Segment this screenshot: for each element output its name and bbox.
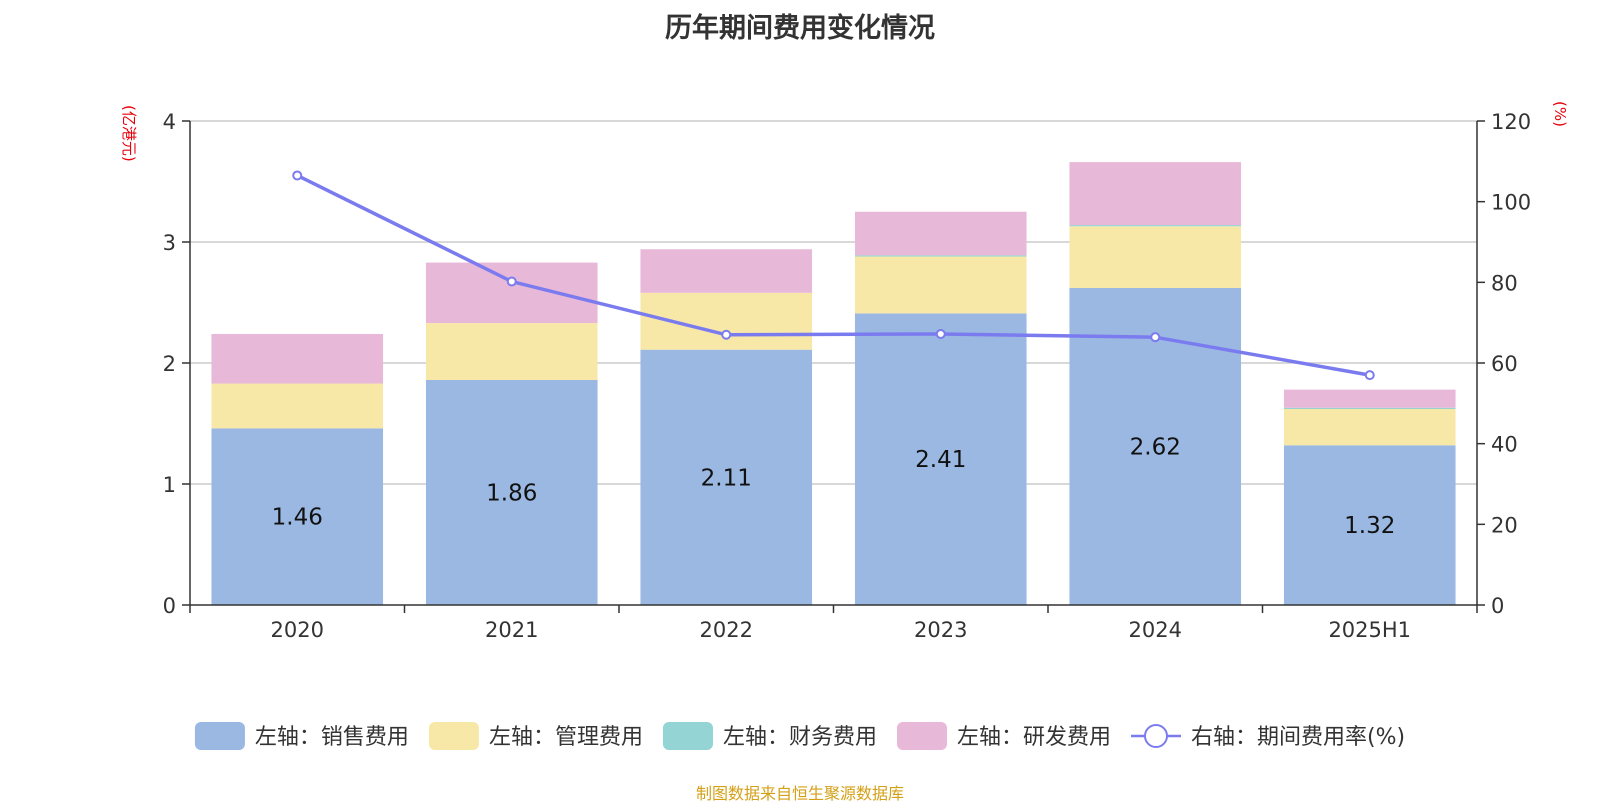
bar-3-2020 [211,333,384,384]
bar-0-2023 [854,313,1027,605]
y-right-tick-label-2: 40 [1491,433,1518,457]
y-right-tick-label-0: 0 [1491,594,1504,618]
line-point-2020 [292,170,303,181]
y-right-unit: (%) [1551,101,1569,127]
legend-label-1: 左轴：管理费用 [489,725,643,750]
bar-0-2025H1 [1283,445,1456,605]
bar-3-2021 [425,262,598,324]
x-tick-label-2025H1: 2025H1 [1328,618,1411,642]
y-right-tick-label-5: 100 [1491,191,1531,215]
line-series-rate [296,173,1371,377]
x-tick-label-2023: 2023 [914,618,967,642]
y-left-tick-label-4: 4 [163,110,176,134]
bar-label-2023: 2.41 [915,447,966,473]
bar-1-2024 [1069,226,1242,288]
bar-0-2021 [425,379,598,605]
line-point-2025H1 [1364,370,1375,381]
bar-3-2023 [854,211,1027,256]
x-tick-label-2022: 2022 [700,618,753,642]
legend-swatch-marker [1143,724,1168,748]
bar-3-2022 [640,249,813,293]
y-left-tick-label-1: 1 [163,473,176,497]
bar-label-2020: 1.46 [272,505,323,531]
bar-1-2021 [425,323,598,380]
bar-label-2022: 2.11 [701,465,752,491]
bar-label-2024: 2.62 [1130,434,1181,460]
bar-2-2025H1 [1283,407,1456,409]
legend-label-0: 左轴：销售费用 [255,725,409,750]
bar-0-2022 [640,349,813,605]
legend-label-3: 左轴：研发费用 [957,725,1111,750]
line-point-2024 [1150,332,1161,343]
bar-2-2023 [854,255,1027,257]
bar-1-2023 [854,256,1027,314]
line-point-2021 [506,276,517,287]
legend-label-4: 右轴：期间费用率(%) [1191,725,1405,750]
y-left-tick-label-3: 3 [163,231,176,255]
y-right-tick-label-3: 60 [1491,352,1518,376]
y-right-tick-label-1: 20 [1491,513,1518,537]
bar-1-2020 [211,383,384,429]
legend-swatch-1 [428,722,479,750]
bar-label-2025H1: 1.32 [1344,513,1395,539]
x-tick-label-2021: 2021 [485,618,538,642]
y-left-unit: (亿港元) [120,105,138,162]
legend-swatch-3 [896,722,947,750]
chart-title: 历年期间费用变化情况 [665,13,935,44]
y-right-tick-label-6: 120 [1491,110,1531,134]
legend-swatch-0 [194,722,245,750]
y-right-tick-label-4: 80 [1491,271,1518,295]
bar-3-2024 [1069,162,1242,226]
line-point-2022 [721,329,732,340]
line-point-2023 [935,328,946,339]
source-note: 制图数据来自恒生聚源数据库 [695,784,904,803]
bar-0-2020 [211,428,384,605]
bar-label-2021: 1.86 [486,480,537,506]
legend-label-2: 左轴：财务费用 [723,725,877,750]
y-left-tick-label-2: 2 [163,352,176,376]
x-tick-label-2020: 2020 [271,618,324,642]
y-left-tick-label-0: 0 [163,594,176,618]
legend-swatch-2 [662,722,713,750]
bar-2-2024 [1069,225,1242,227]
x-tick-label-2024: 2024 [1129,618,1182,642]
bar-3-2025H1 [1283,389,1456,408]
bar-1-2025H1 [1283,408,1456,446]
